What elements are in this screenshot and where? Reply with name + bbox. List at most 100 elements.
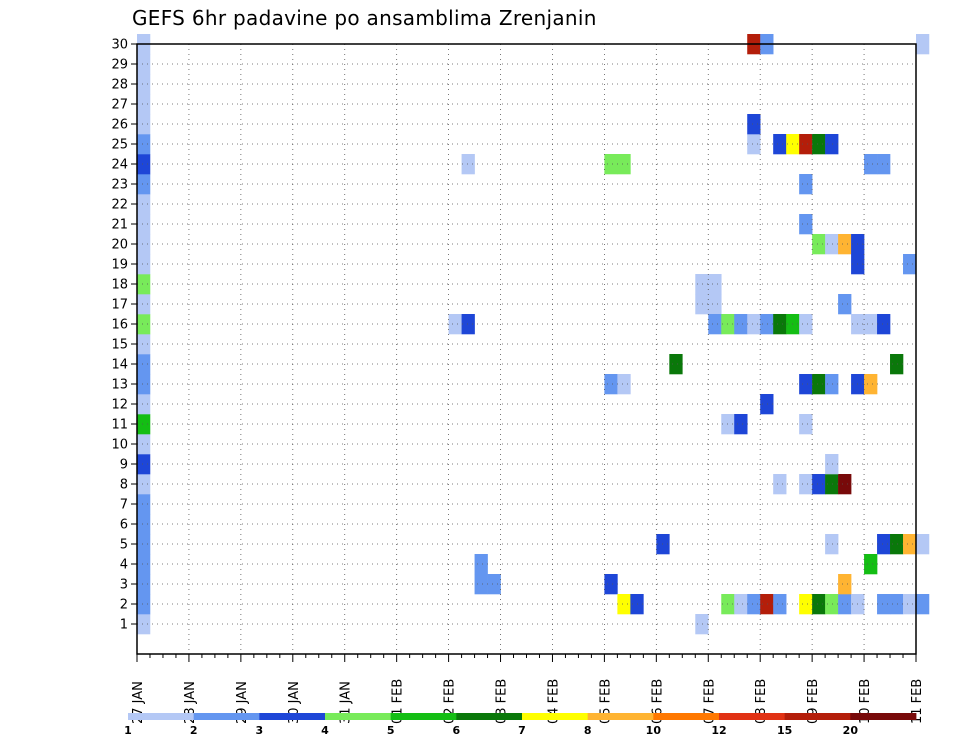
y-tick-label: 10 xyxy=(111,438,128,453)
heat-cell xyxy=(137,594,151,615)
heat-cell xyxy=(734,414,748,435)
colorbar-swatch xyxy=(653,713,720,720)
y-tick-label: 16 xyxy=(111,318,128,333)
heat-cell xyxy=(773,134,787,155)
y-tick-label: 17 xyxy=(111,298,128,313)
y-tick-label: 19 xyxy=(111,258,128,273)
heat-cell xyxy=(137,294,151,315)
y-tick-label: 9 xyxy=(120,458,128,473)
heat-cell xyxy=(137,94,151,115)
heat-cell xyxy=(734,314,748,335)
heat-cell xyxy=(877,314,891,335)
colorbar-label: 4 xyxy=(321,724,329,737)
heat-cell xyxy=(695,614,709,635)
heat-cell xyxy=(137,154,151,175)
heat-cell xyxy=(812,234,826,255)
heat-cell xyxy=(773,594,787,615)
y-tick-label: 26 xyxy=(111,118,128,133)
y-tick-label: 24 xyxy=(111,158,128,173)
y-tick-label: 6 xyxy=(120,518,128,533)
heat-cell xyxy=(812,474,826,495)
heat-cell xyxy=(137,614,151,635)
x-tick-label: 10 FEB xyxy=(858,679,873,724)
y-tick-label: 1 xyxy=(120,618,128,633)
heat-cell xyxy=(137,234,151,255)
x-tick-label: 09 FEB xyxy=(806,679,821,724)
colorbar-label: 5 xyxy=(387,724,395,737)
heat-cell xyxy=(487,574,501,595)
heat-cell xyxy=(903,594,917,615)
heat-cell xyxy=(604,574,618,595)
heat-cell xyxy=(137,314,151,335)
heat-cell xyxy=(137,74,151,95)
heat-cell xyxy=(747,594,761,615)
heat-cell xyxy=(812,594,826,615)
heat-cell xyxy=(604,374,618,395)
cells-layer xyxy=(137,34,930,635)
colorbar-label: 8 xyxy=(584,724,592,737)
heat-cell xyxy=(799,134,813,155)
y-tick-label: 21 xyxy=(111,218,128,233)
heat-cell xyxy=(708,314,722,335)
heat-cell xyxy=(695,294,709,315)
colorbar-label: 6 xyxy=(453,724,461,737)
heat-cell xyxy=(137,574,151,595)
colorbar-swatch xyxy=(193,713,260,720)
heat-cell xyxy=(799,474,813,495)
heat-cell xyxy=(137,54,151,75)
y-axis: 1234567891011121314151617181920212223242… xyxy=(111,38,137,633)
x-tick-label: 01 FEB xyxy=(391,679,406,724)
heat-cell xyxy=(825,374,839,395)
heat-cell xyxy=(448,314,462,335)
y-tick-label: 14 xyxy=(111,358,128,373)
heat-cell xyxy=(708,294,722,315)
y-tick-label: 27 xyxy=(111,98,128,113)
y-tick-label: 30 xyxy=(111,38,128,53)
colorbar-swatch xyxy=(522,713,589,720)
y-tick-label: 25 xyxy=(111,138,128,153)
heat-cell xyxy=(864,154,878,175)
heat-cell xyxy=(799,214,813,235)
heat-cell xyxy=(838,594,852,615)
heat-cell xyxy=(137,134,151,155)
colorbar-label: 1 xyxy=(124,724,132,737)
heat-cell xyxy=(137,474,151,495)
heat-cell xyxy=(137,454,151,475)
heat-cell xyxy=(877,154,891,175)
heat-cell xyxy=(137,554,151,575)
heat-cell xyxy=(877,534,891,555)
colorbar: 1 2 3 4 5 6 7 8 10 12 15 20 xyxy=(124,713,917,737)
y-tick-label: 2 xyxy=(120,598,128,613)
heat-cell xyxy=(916,534,930,555)
heat-cell xyxy=(137,414,151,435)
heat-cell xyxy=(838,294,852,315)
colorbar-label: 10 xyxy=(646,724,662,737)
x-tick-label: 03 FEB xyxy=(495,679,510,724)
y-tick-label: 20 xyxy=(111,238,128,253)
heat-cell xyxy=(137,374,151,395)
heat-cell xyxy=(825,534,839,555)
colorbar-swatch xyxy=(325,713,392,720)
heat-cell xyxy=(760,394,774,415)
y-tick-label: 28 xyxy=(111,78,128,93)
heat-cell xyxy=(617,374,631,395)
heat-cell xyxy=(617,154,631,175)
y-tick-label: 12 xyxy=(111,398,128,413)
heat-cell xyxy=(137,394,151,415)
heat-cell xyxy=(708,274,722,295)
heat-cell xyxy=(474,574,488,595)
colorbar-label: 12 xyxy=(711,724,726,737)
heat-cell xyxy=(838,574,852,595)
colorbar-swatch xyxy=(128,713,195,720)
heat-cell xyxy=(799,314,813,335)
heat-cell xyxy=(799,174,813,195)
colorbar-swatch xyxy=(719,713,786,720)
heat-cell xyxy=(137,114,151,135)
heat-cell xyxy=(760,314,774,335)
heat-cell xyxy=(903,254,917,275)
heat-cell xyxy=(617,594,631,615)
heat-cell xyxy=(695,274,709,295)
colorbar-swatch xyxy=(784,713,851,720)
heat-cell xyxy=(747,314,761,335)
